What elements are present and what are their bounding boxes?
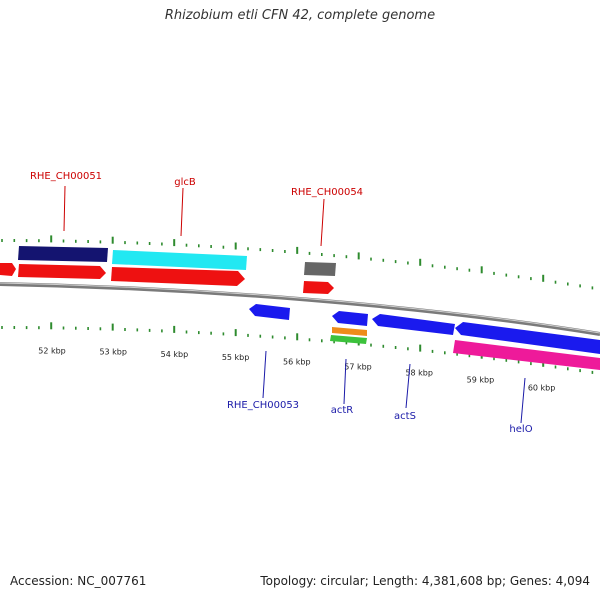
feature-blue-arrow-4 — [455, 322, 600, 354]
map-title: Rhizobium etli CFN 42, complete genome — [164, 8, 436, 23]
gene-label-actr: actR — [331, 405, 354, 416]
gene-label-glcb: glcB — [174, 177, 196, 188]
gene-label-rhe-ch00054: RHE_CH00054 — [291, 187, 363, 198]
reverse-features — [249, 304, 600, 370]
feature-navy-box — [18, 246, 108, 262]
scale-label: 58 kbp — [405, 369, 433, 378]
gene-label-acts: actS — [394, 411, 416, 422]
gene-label-helo: helO — [509, 424, 532, 435]
feature-green-box — [330, 335, 367, 344]
feature-red-arrow-3 — [303, 281, 334, 294]
length-label: Length: 4,381,608 bp; — [372, 574, 507, 588]
topology-label: Topology: circular; — [260, 574, 369, 588]
scale-labels: 52 kbp 53 kbp 54 kbp 55 kbp 56 kbp 57 kbp 58 k… — [38, 346, 555, 392]
scale-label: 54 kbp — [161, 350, 189, 359]
scale-label: 56 kbp — [283, 357, 311, 366]
feature-blue-arrow-1 — [249, 304, 290, 320]
gene-label-rhe-ch00051: RHE_CH00051 — [30, 171, 102, 182]
feature-gray-box — [304, 262, 336, 276]
outer-tick-marks — [1, 235, 594, 290]
gene-labels: RHE_CH00051 glcB RHE_CH00054 RHE_CH00053… — [30, 171, 533, 435]
forward-features — [0, 246, 336, 294]
label-leaders — [63, 185, 526, 424]
scale-label: 55 kbp — [222, 353, 250, 362]
feature-blue-arrow-2 — [332, 311, 368, 326]
feature-red-arrow-1 — [18, 264, 106, 279]
feature-orange-box — [332, 327, 367, 336]
genes-label: Genes: 4,094 — [509, 574, 590, 588]
scale-label: 52 kbp — [38, 346, 66, 355]
feature-blue-arrow-3 — [372, 314, 455, 335]
feature-red-arrow-2 — [111, 267, 245, 286]
scale-label: 59 kbp — [467, 376, 495, 385]
scale-label: 53 kbp — [99, 348, 127, 357]
feature-pink-box — [453, 340, 600, 370]
scale-label: 60 kbp — [528, 384, 556, 393]
feature-red-arrow-left — [0, 263, 16, 276]
scale-label: 57 kbp — [344, 362, 372, 371]
genome-backbone — [0, 282, 600, 336]
accession-label: Accession: NC_007761 — [10, 574, 147, 588]
feature-cyan-box — [112, 250, 247, 270]
gene-label-rhe-ch00053: RHE_CH00053 — [227, 400, 299, 411]
genome-summary: Topology: circular; Length: 4,381,608 bp… — [260, 574, 590, 588]
